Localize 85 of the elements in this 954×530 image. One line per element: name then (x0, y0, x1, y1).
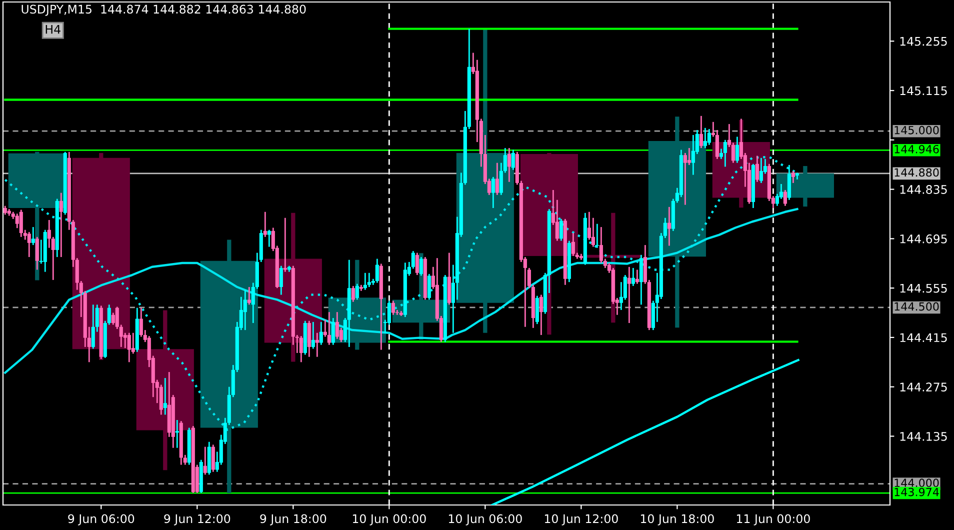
ref-line-label: 144.946 (894, 144, 939, 154)
y-tick-label: 144.135 (900, 432, 947, 441)
y-tick-label: 145.115 (900, 86, 947, 96)
candlestick (243, 289, 247, 331)
candlestick (559, 218, 563, 242)
candlestick (391, 300, 395, 316)
candlestick (319, 321, 323, 346)
candlestick (427, 273, 431, 300)
candlestick (631, 267, 635, 287)
candlestick (247, 286, 251, 306)
candlestick (707, 128, 711, 146)
candlestick (159, 384, 163, 416)
candlestick (211, 444, 215, 473)
candlestick (19, 209, 23, 238)
candlestick (307, 320, 311, 358)
candlestick (571, 232, 575, 257)
candlestick (27, 231, 31, 258)
candlestick (495, 162, 499, 196)
candlestick (31, 226, 35, 246)
chart-title: USDJPY,M15 144.874 144.882 144.863 144.880 (22, 4, 306, 16)
candlestick (703, 127, 707, 149)
x-tick-label: 9 Jun 12:00 (164, 514, 230, 526)
candlestick (299, 335, 303, 363)
y-tick-label: 145.255 (900, 36, 947, 46)
candlestick (163, 377, 167, 416)
y-tick-label: 144.415 (900, 333, 947, 342)
x-tick-label: 9 Jun 18:00 (260, 514, 326, 526)
candlestick (419, 256, 423, 276)
candlestick (627, 266, 631, 324)
x-tick-label: 10 Jun 00:00 (352, 514, 426, 526)
candlestick (535, 295, 539, 325)
ref-line-label: 143.974 (894, 488, 939, 496)
ref-line-label: 144.000 (894, 478, 939, 488)
candlestick (203, 446, 207, 476)
x-tick-label: 9 Jun 06:00 (68, 514, 134, 526)
candlestick (491, 176, 495, 209)
candlestick (375, 258, 379, 284)
x-tick-label: 10 Jun 12:00 (544, 514, 618, 526)
candlestick (15, 212, 19, 229)
candlestick (723, 139, 727, 168)
y-tick-label: 144.275 (900, 382, 947, 392)
candlestick (327, 311, 331, 346)
candlestick (355, 283, 359, 300)
candlestick (635, 269, 639, 285)
x-tick-label: 11 Jun 00:00 (736, 514, 810, 526)
x-tick-label: 10 Jun 06:00 (448, 514, 522, 526)
candlestick (59, 192, 63, 258)
candlestick (331, 317, 335, 346)
ref-line-label: 144.880 (894, 168, 939, 177)
y-tick-label: 144.555 (900, 284, 947, 293)
candlestick (351, 285, 355, 303)
candlestick (683, 152, 687, 206)
candlestick (539, 294, 543, 336)
candlestick (415, 252, 419, 276)
ref-line-label: 145.000 (894, 126, 939, 134)
candlestick (91, 304, 95, 350)
candlestick (267, 229, 271, 248)
candlestick (311, 321, 315, 350)
candlestick (759, 157, 763, 184)
candlestick (783, 189, 787, 207)
candlestick (699, 115, 703, 149)
candlestick (787, 164, 791, 201)
candlestick (667, 206, 671, 246)
candlestick (755, 155, 759, 183)
candlestick (791, 170, 795, 184)
candlestick (279, 265, 283, 296)
annotation: H4 (46, 25, 60, 34)
y-tick-label: 144.835 (900, 185, 947, 194)
candlestick (511, 149, 515, 171)
ref-line-label: 144.500 (894, 302, 939, 311)
candlestick (367, 272, 371, 288)
candlestick (111, 312, 115, 326)
candlestick (127, 332, 131, 363)
candlestick (639, 254, 643, 306)
candlestick (691, 134, 695, 176)
candlestick (263, 211, 267, 238)
y-tick-label: 144.695 (900, 234, 947, 244)
candlestick (35, 236, 39, 270)
candlestick (599, 226, 603, 264)
candlestick (507, 147, 511, 183)
candlestick (335, 311, 339, 340)
x-tick-label: 10 Jun 18:00 (640, 514, 714, 526)
candlestick (363, 272, 367, 291)
candlestick (735, 136, 739, 164)
candlestick (687, 147, 691, 166)
